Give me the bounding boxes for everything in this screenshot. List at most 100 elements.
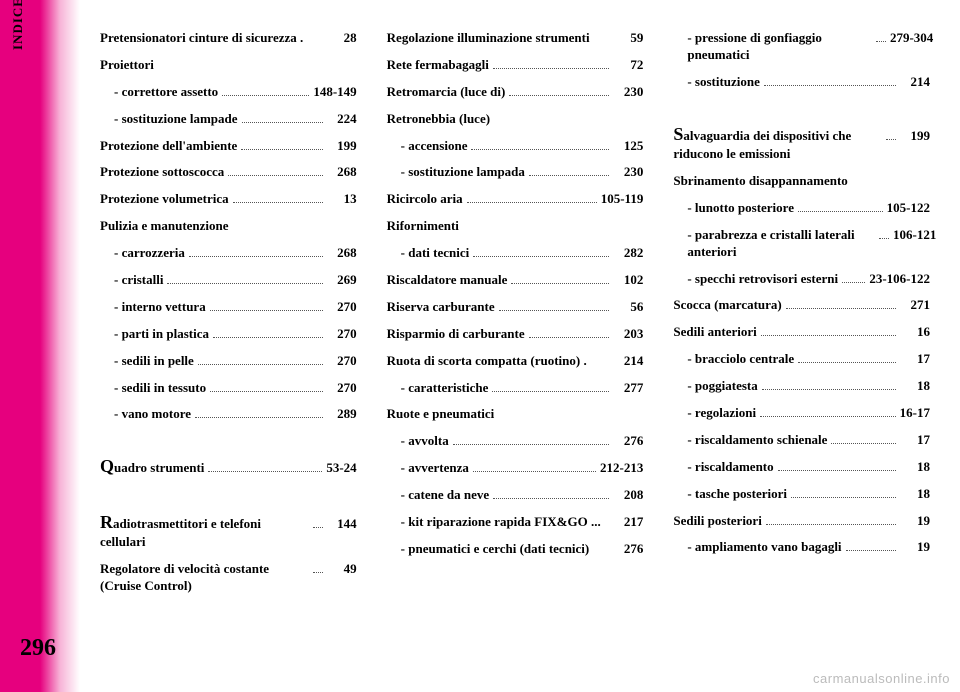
entry-label: - kit riparazione rapida FIX&GO ...	[401, 514, 601, 531]
index-entry: Regolazione illuminazione strumenti 59	[387, 30, 644, 47]
index-column-1: Pretensionatori cinture di sicurezza .28…	[100, 30, 357, 662]
index-entry: Riscaldatore manuale102	[387, 272, 644, 289]
entry-page: 19	[900, 513, 930, 530]
leader-dots	[233, 202, 323, 203]
index-entry: Retromarcia (luce di)230	[387, 84, 644, 101]
entry-label: Proiettori	[100, 57, 154, 74]
index-entry: Ruota di scorta compatta (ruotino) .214	[387, 353, 644, 370]
index-header: Proiettori	[100, 57, 357, 74]
leader-dots	[313, 572, 323, 573]
entry-page: 270	[327, 299, 357, 316]
index-entry: Sedili posteriori19	[673, 513, 930, 530]
leader-dots	[760, 416, 896, 417]
index-entry: - riscaldamento schienale17	[673, 432, 930, 449]
entry-page: 105-119	[601, 191, 644, 208]
index-entry: Ricircolo aria105-119	[387, 191, 644, 208]
index-column-2: Regolazione illuminazione strumenti 59 Ret…	[387, 30, 644, 662]
entry-page: 106-121	[893, 227, 930, 244]
entry-page: 214	[613, 353, 643, 370]
index-entry: - carrozzeria268	[100, 245, 357, 262]
entry-page: 56	[613, 299, 643, 316]
entry-page: 18	[900, 378, 930, 395]
index-entry: Pretensionatori cinture di sicurezza .28	[100, 30, 357, 47]
index-entry: Sedili anteriori16	[673, 324, 930, 341]
entry-page: 59	[613, 30, 643, 47]
leader-dots	[846, 550, 896, 551]
index-entry: - sedili in pelle270	[100, 353, 357, 370]
entry-label: - sedili in tessuto	[114, 380, 206, 397]
leader-dots	[529, 175, 609, 176]
entry-page: 199	[900, 128, 930, 145]
leader-dots	[473, 256, 609, 257]
index-header	[100, 489, 357, 501]
entry-label: - sostituzione lampada	[401, 164, 525, 181]
leader-dots	[228, 175, 322, 176]
entry-label: - riscaldamento schienale	[687, 432, 827, 449]
leader-dots	[764, 85, 896, 86]
entry-label: Rifornimenti	[387, 218, 459, 235]
index-entry: - sostituzione lampade224	[100, 111, 357, 128]
entry-page: 271	[900, 297, 930, 314]
entry-label: Regolazione illuminazione strumenti	[387, 30, 590, 47]
entry-page: 230	[613, 164, 643, 181]
entry-label: - bracciolo centrale	[687, 351, 794, 368]
entry-label: - avvolta	[401, 433, 449, 450]
leader-dots	[198, 364, 323, 365]
leader-dots	[879, 238, 889, 239]
entry-label: - vano motore	[114, 406, 191, 423]
leader-dots	[886, 139, 896, 140]
entry-page: 269	[327, 272, 357, 289]
index-entry: - sostituzione214	[673, 74, 930, 91]
index-entry: Risparmio di carburante203	[387, 326, 644, 343]
leader-dots	[831, 443, 896, 444]
leader-dots	[210, 391, 323, 392]
index-entry: - bracciolo centrale 17	[673, 351, 930, 368]
entry-page: 276	[613, 541, 643, 558]
index-entry: - regolazioni16-17	[673, 405, 930, 422]
leader-dots	[208, 471, 322, 472]
entry-page: 102	[613, 272, 643, 289]
index-entry: Protezione sottoscocca268	[100, 164, 357, 181]
entry-label: - pressione di gonfiaggio pneumatici	[687, 30, 872, 64]
entry-label: Rete fermabagagli	[387, 57, 489, 74]
index-header: Rifornimenti	[387, 218, 644, 235]
entry-page: 270	[327, 326, 357, 343]
entry-page: 282	[613, 245, 643, 262]
index-entry: Scocca (marcatura)271	[673, 297, 930, 314]
entry-label: Sbrinamento disappannamento	[673, 173, 847, 190]
entry-page: 270	[327, 380, 357, 397]
entry-label: - cristalli	[114, 272, 163, 289]
entry-label: - sostituzione lampade	[114, 111, 238, 128]
entry-page: 18	[900, 459, 930, 476]
entry-page: 217	[613, 514, 643, 531]
leader-dots	[213, 337, 323, 338]
index-entry: Quadro strumenti53-24	[100, 455, 357, 478]
index-entry: Rete fermabagagli72	[387, 57, 644, 74]
leader-dots	[492, 391, 609, 392]
entry-page: 144	[327, 516, 357, 533]
leader-dots	[876, 41, 886, 42]
leader-dots	[762, 389, 896, 390]
index-entry: - interno vettura270	[100, 299, 357, 316]
leader-dots	[778, 470, 896, 471]
leader-dots	[511, 283, 609, 284]
leader-dots	[509, 95, 609, 96]
entry-label: - dati tecnici	[401, 245, 470, 262]
index-entry: - pneumatici e cerchi (dati tecnici) 276	[387, 541, 644, 558]
index-entry: Regolatore di velocità costante (Cruise …	[100, 561, 357, 595]
entry-page: 289	[327, 406, 357, 423]
entry-label: Protezione dell'ambiente	[100, 138, 237, 155]
index-content: Pretensionatori cinture di sicurezza .28…	[100, 30, 930, 662]
index-header: Retronebbia (luce)	[387, 111, 644, 128]
entry-page: 105-122	[887, 200, 930, 217]
leader-dots	[471, 149, 609, 150]
entry-page: 13	[327, 191, 357, 208]
entry-page: 17	[900, 351, 930, 368]
entry-label: - pneumatici e cerchi (dati tecnici)	[401, 541, 590, 558]
index-entry: - vano motore 289	[100, 406, 357, 423]
entry-label: Salvaguardia dei dispositivi che riducon…	[673, 123, 882, 163]
index-entry: - kit riparazione rapida FIX&GO ... 217	[387, 514, 644, 531]
entry-page: 270	[327, 353, 357, 370]
sidebar-label: INDICE ALFABETICO	[10, 0, 26, 50]
leader-dots	[493, 498, 609, 499]
